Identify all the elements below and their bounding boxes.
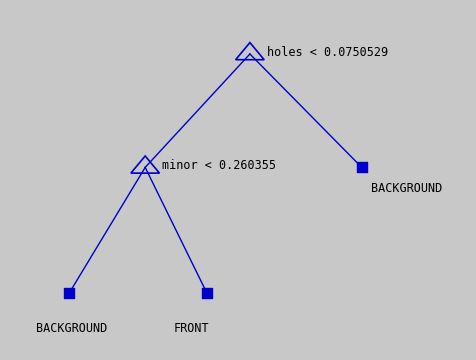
Text: BACKGROUND: BACKGROUND: [371, 182, 443, 195]
Point: [358, 165, 366, 170]
Point: [65, 291, 73, 296]
Text: BACKGROUND: BACKGROUND: [36, 322, 107, 335]
Text: holes < 0.0750529: holes < 0.0750529: [267, 46, 388, 59]
Text: FRONT: FRONT: [174, 322, 209, 335]
Text: minor < 0.260355: minor < 0.260355: [162, 159, 276, 172]
Point: [203, 291, 211, 296]
